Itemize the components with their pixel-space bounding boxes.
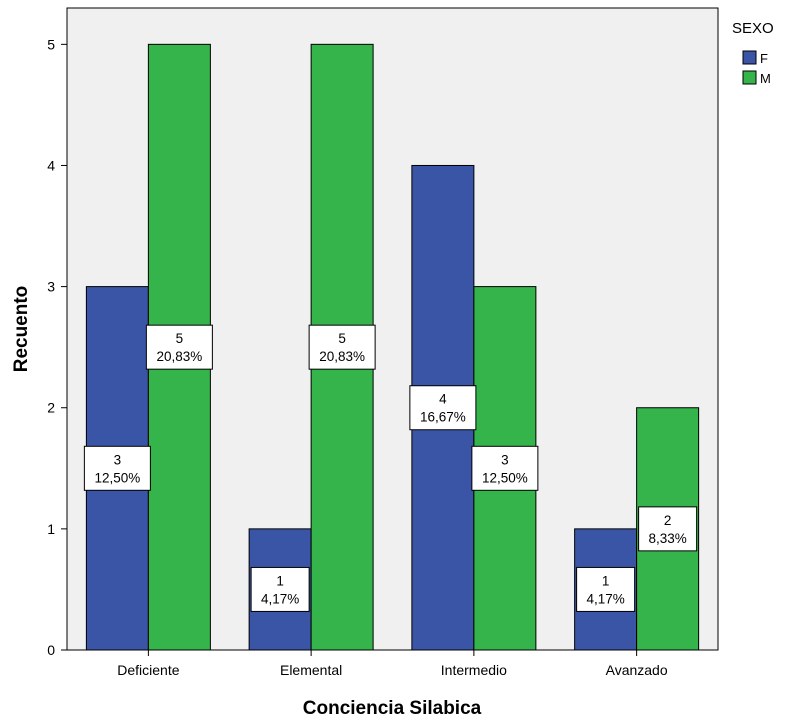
data-label: 2 8,33% <box>638 506 698 552</box>
y-axis-title: Recuento <box>11 286 32 373</box>
data-label-count: 5 <box>338 331 346 346</box>
x-axis: Deficiente Elemental Intermedio Avanzado <box>117 650 668 678</box>
data-label: 1 4,17% <box>576 566 636 612</box>
y-tick-label: 0 <box>47 642 55 658</box>
data-label: 3 12,50% <box>471 445 539 491</box>
x-tick-label: Intermedio <box>441 662 507 678</box>
data-label-count: 5 <box>176 331 184 346</box>
legend-swatch-M <box>742 70 757 85</box>
data-label-percent: 8,33% <box>648 531 686 546</box>
legend-title: SEXO <box>732 20 774 37</box>
data-label-box <box>308 324 376 370</box>
data-label-box <box>409 385 477 431</box>
x-tick-label: Elemental <box>280 662 342 678</box>
data-label-count: 4 <box>439 392 447 407</box>
data-label-count: 3 <box>114 452 122 467</box>
data-label-box <box>471 445 539 491</box>
y-tick-label: 1 <box>47 521 55 537</box>
data-label-count: 1 <box>276 573 284 588</box>
data-label: 5 20,83% <box>145 324 213 370</box>
legend: SEXO FM <box>732 20 774 86</box>
data-label-box <box>250 566 310 612</box>
data-label-percent: 12,50% <box>94 470 140 485</box>
data-label-percent: 20,83% <box>319 349 365 364</box>
y-tick-label: 2 <box>47 400 55 416</box>
data-label-percent: 12,50% <box>482 470 528 485</box>
data-label: 3 12,50% <box>83 445 151 491</box>
data-label: 5 20,83% <box>308 324 376 370</box>
data-label-percent: 16,67% <box>420 410 466 425</box>
y-axis: 0 1 2 3 4 5 <box>47 36 67 658</box>
x-axis-title: Conciencia Silabica <box>303 698 482 719</box>
legend-label-F: F <box>760 51 768 66</box>
x-tick-label: Avanzado <box>606 662 668 678</box>
data-label-count: 2 <box>664 513 672 528</box>
data-label-box <box>145 324 213 370</box>
data-label-percent: 4,17% <box>586 591 624 606</box>
data-label: 1 4,17% <box>250 566 310 612</box>
data-labels-group: 3 12,50% 5 20,83% 1 4,17% 5 20,83% 4 16,67% 3 12,50… <box>83 324 698 612</box>
legend-swatch-F <box>742 50 757 65</box>
data-label-percent: 4,17% <box>261 591 299 606</box>
data-label-percent: 20,83% <box>156 349 202 364</box>
x-tick-label: Deficiente <box>117 662 179 678</box>
y-tick-label: 5 <box>47 36 55 52</box>
data-label-box <box>83 445 151 491</box>
data-label-box <box>576 566 636 612</box>
legend-label-M: M <box>760 71 771 86</box>
data-label-box <box>638 506 698 552</box>
data-label-count: 3 <box>501 452 509 467</box>
y-tick-label: 4 <box>47 157 55 173</box>
data-label: 4 16,67% <box>409 385 477 431</box>
data-label-count: 1 <box>602 573 610 588</box>
y-tick-label: 3 <box>47 279 55 295</box>
